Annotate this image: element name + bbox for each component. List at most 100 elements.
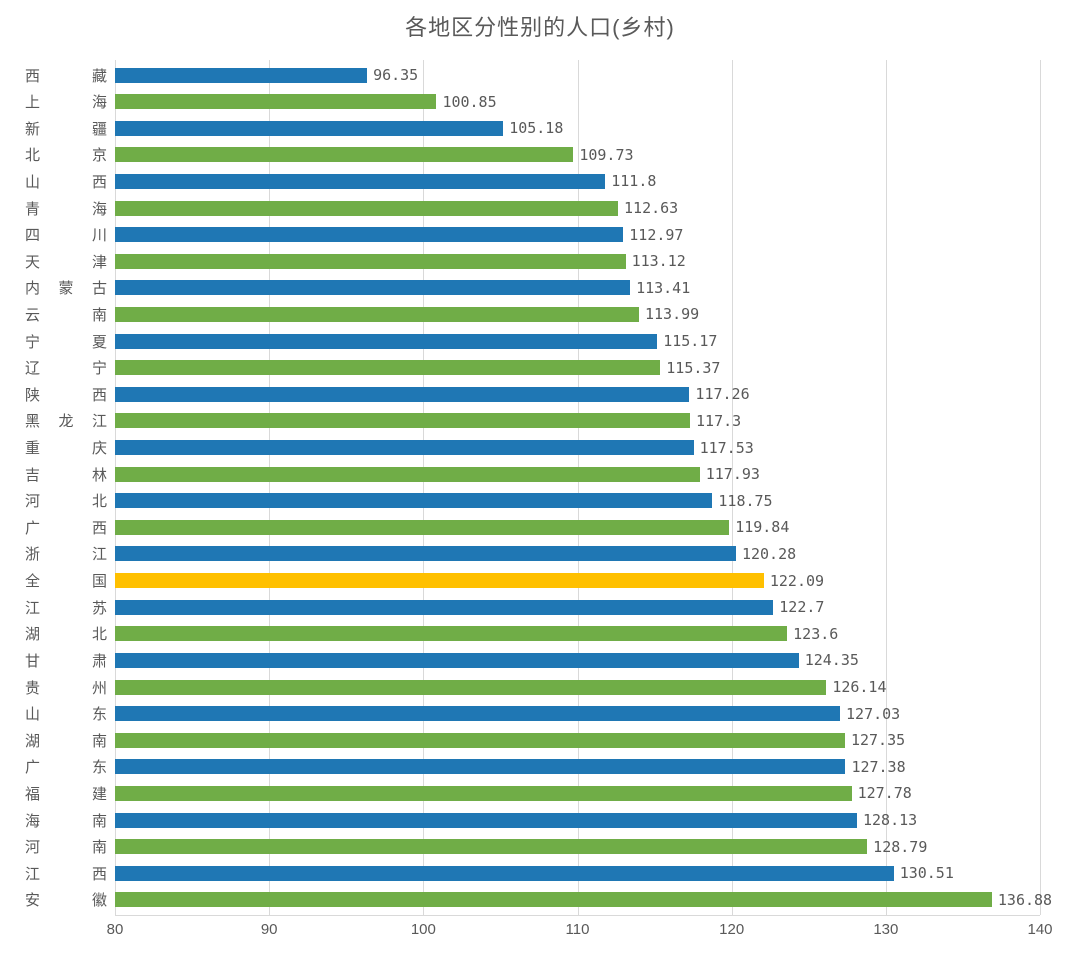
plot-area: 西藏96.35上海100.85新疆105.18北京109.73山西111.8青海… bbox=[115, 60, 1040, 915]
x-axis: 8090100110120130140 bbox=[115, 915, 1040, 945]
bar-category-label: 云南 bbox=[25, 304, 115, 325]
bar-row: 江西130.51 bbox=[115, 864, 1040, 882]
bar-value-label: 120.28 bbox=[736, 545, 796, 563]
bar-category-label: 内蒙古 bbox=[25, 277, 115, 298]
bar-row: 全国122.09 bbox=[115, 572, 1040, 590]
bar: 112.97 bbox=[115, 227, 623, 242]
bar: 117.93 bbox=[115, 467, 700, 482]
bar-row: 内蒙古113.41 bbox=[115, 279, 1040, 297]
bar: 130.51 bbox=[115, 866, 894, 881]
bar: 115.17 bbox=[115, 334, 657, 349]
bar-category-label: 天津 bbox=[25, 251, 115, 272]
bar: 124.35 bbox=[115, 653, 799, 668]
bar-row: 福建127.78 bbox=[115, 784, 1040, 802]
bar-row: 新疆105.18 bbox=[115, 119, 1040, 137]
chart-title: 各地区分性别的人口(乡村) bbox=[20, 10, 1060, 42]
bar-value-label: 119.84 bbox=[729, 518, 789, 536]
bar-row: 重庆117.53 bbox=[115, 439, 1040, 457]
bar-category-label: 重庆 bbox=[25, 437, 115, 458]
bar-row: 贵州126.14 bbox=[115, 678, 1040, 696]
bar-value-label: 111.8 bbox=[605, 172, 656, 190]
bar: 117.26 bbox=[115, 387, 689, 402]
bar-row: 山东127.03 bbox=[115, 705, 1040, 723]
bar: 136.88 bbox=[115, 892, 992, 907]
bar: 115.37 bbox=[115, 360, 660, 375]
bar-value-label: 136.88 bbox=[992, 891, 1052, 909]
bar-category-label: 贵州 bbox=[25, 677, 115, 698]
bar: 122.09 bbox=[115, 573, 764, 588]
bar: 128.79 bbox=[115, 839, 867, 854]
bar-value-label: 115.17 bbox=[657, 332, 717, 350]
bar-row: 云南113.99 bbox=[115, 305, 1040, 323]
bar-value-label: 126.14 bbox=[826, 678, 886, 696]
bar: 118.75 bbox=[115, 493, 712, 508]
bar-category-label: 江西 bbox=[25, 863, 115, 884]
bar: 112.63 bbox=[115, 201, 618, 216]
bar-value-label: 117.26 bbox=[689, 385, 749, 403]
bars: 西藏96.35上海100.85新疆105.18北京109.73山西111.8青海… bbox=[115, 66, 1040, 909]
bar: 96.35 bbox=[115, 68, 367, 83]
x-tick: 90 bbox=[261, 921, 278, 938]
bar-category-label: 新疆 bbox=[25, 118, 115, 139]
bar-value-label: 130.51 bbox=[894, 864, 954, 882]
bar: 123.6 bbox=[115, 626, 787, 641]
bar-value-label: 100.85 bbox=[436, 93, 496, 111]
bar-row: 广东127.38 bbox=[115, 758, 1040, 776]
bar-category-label: 湖北 bbox=[25, 623, 115, 644]
bar: 122.7 bbox=[115, 600, 773, 615]
bar-row: 甘肃124.35 bbox=[115, 651, 1040, 669]
bar-category-label: 西藏 bbox=[25, 65, 115, 86]
bar-row: 湖北123.6 bbox=[115, 625, 1040, 643]
bar: 100.85 bbox=[115, 94, 436, 109]
bar-value-label: 105.18 bbox=[503, 119, 563, 137]
bar-category-label: 山西 bbox=[25, 171, 115, 192]
bar-row: 江苏122.7 bbox=[115, 598, 1040, 616]
bar-category-label: 上海 bbox=[25, 91, 115, 112]
bar: 127.03 bbox=[115, 706, 840, 721]
bar: 117.53 bbox=[115, 440, 694, 455]
bar-value-label: 115.37 bbox=[660, 359, 720, 377]
gridline bbox=[1040, 60, 1041, 915]
bar-category-label: 河南 bbox=[25, 836, 115, 857]
bar: 109.73 bbox=[115, 147, 573, 162]
x-tick: 80 bbox=[107, 921, 124, 938]
bar-category-label: 浙江 bbox=[25, 543, 115, 564]
bar-row: 山西111.8 bbox=[115, 172, 1040, 190]
bar: 105.18 bbox=[115, 121, 503, 136]
bar-row: 天津113.12 bbox=[115, 252, 1040, 270]
bar-value-label: 124.35 bbox=[799, 651, 859, 669]
bar-value-label: 127.78 bbox=[852, 784, 912, 802]
bar: 128.13 bbox=[115, 813, 857, 828]
bar: 127.35 bbox=[115, 733, 845, 748]
bar-value-label: 117.53 bbox=[694, 439, 754, 457]
x-tick: 130 bbox=[873, 921, 898, 938]
bar-row: 吉林117.93 bbox=[115, 465, 1040, 483]
bar-category-label: 江苏 bbox=[25, 597, 115, 618]
bar-value-label: 113.99 bbox=[639, 305, 699, 323]
bar-value-label: 113.41 bbox=[630, 279, 690, 297]
bar-value-label: 113.12 bbox=[626, 252, 686, 270]
bar-category-label: 黑龙江 bbox=[25, 410, 115, 431]
bar-row: 辽宁115.37 bbox=[115, 359, 1040, 377]
bar-row: 河南128.79 bbox=[115, 838, 1040, 856]
bar: 127.78 bbox=[115, 786, 852, 801]
bar-category-label: 福建 bbox=[25, 783, 115, 804]
bar-category-label: 吉林 bbox=[25, 464, 115, 485]
bar-value-label: 127.35 bbox=[845, 731, 905, 749]
bar-value-label: 117.93 bbox=[700, 465, 760, 483]
bar: 127.38 bbox=[115, 759, 845, 774]
bar-value-label: 122.09 bbox=[764, 572, 824, 590]
bar-category-label: 广西 bbox=[25, 517, 115, 538]
bar-category-label: 四川 bbox=[25, 224, 115, 245]
bar: 119.84 bbox=[115, 520, 729, 535]
bar-category-label: 甘肃 bbox=[25, 650, 115, 671]
bar-category-label: 青海 bbox=[25, 198, 115, 219]
bar-row: 黑龙江117.3 bbox=[115, 412, 1040, 430]
bar: 126.14 bbox=[115, 680, 826, 695]
x-tick: 120 bbox=[719, 921, 744, 938]
bar-category-label: 广东 bbox=[25, 756, 115, 777]
bar-value-label: 128.13 bbox=[857, 811, 917, 829]
bar-category-label: 宁夏 bbox=[25, 331, 115, 352]
bar-row: 青海112.63 bbox=[115, 199, 1040, 217]
bar-value-label: 123.6 bbox=[787, 625, 838, 643]
